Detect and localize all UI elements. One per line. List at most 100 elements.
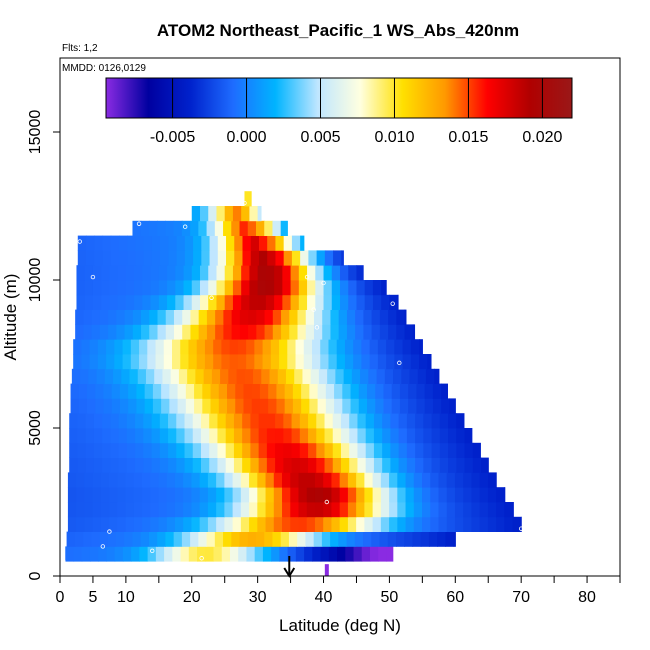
heatmap-cell <box>96 368 106 384</box>
x-tick-label: 20 <box>183 589 201 606</box>
heatmap-cell <box>102 442 111 458</box>
heatmap-cell <box>304 546 313 562</box>
sample-marker <box>136 221 142 226</box>
heatmap-cell <box>487 502 497 518</box>
heatmap-cell <box>308 250 318 266</box>
sample-marker <box>77 239 82 244</box>
heatmap-cell <box>83 324 93 340</box>
heatmap-cell <box>257 502 267 518</box>
heatmap-cell <box>290 472 300 488</box>
heatmap-cell <box>456 442 466 458</box>
heatmap-cell <box>200 457 210 473</box>
heatmap-cell <box>95 383 105 399</box>
heatmap-cell <box>99 531 109 547</box>
heatmap-cell <box>158 280 168 296</box>
heatmap-cell <box>291 250 301 266</box>
heatmap-cell <box>141 309 150 325</box>
heatmap-cell <box>86 235 95 251</box>
heatmap-cell <box>206 220 216 236</box>
heatmap-cell <box>84 294 94 310</box>
heatmap-cell <box>176 250 186 266</box>
heatmap-cell <box>132 531 142 547</box>
heatmap-cell <box>151 442 161 458</box>
heatmap-cell <box>367 398 376 414</box>
heatmap-cell <box>117 516 127 532</box>
heatmap-cell <box>331 502 341 518</box>
heatmap-cell <box>139 339 148 355</box>
heatmap-cell <box>78 383 88 399</box>
x-tick-label: 30 <box>249 589 267 606</box>
heatmap-cell <box>430 487 440 503</box>
heatmap-cell <box>446 502 456 518</box>
sample-marker <box>321 280 326 286</box>
heatmap-cell <box>419 339 423 355</box>
heatmap-cell <box>83 531 92 547</box>
heatmap-cell <box>472 442 481 458</box>
heatmap-cell <box>250 250 260 266</box>
heatmap-cell <box>382 457 391 473</box>
heatmap-cell <box>274 265 283 281</box>
heatmap-cell <box>330 531 339 547</box>
heatmap-cell <box>66 531 76 547</box>
heatmap-cell <box>428 531 438 547</box>
heatmap-cell <box>246 339 255 355</box>
x-tick-label: 60 <box>446 589 464 606</box>
heatmap-cell <box>151 428 161 444</box>
heatmap-cell <box>172 354 181 370</box>
heatmap-cell <box>134 265 143 281</box>
heatmap-cell <box>290 502 300 518</box>
colorbar: -0.005 0.000 0.005 0.010 0.015 0.020 <box>105 77 573 146</box>
heatmap-cell <box>244 368 254 384</box>
heatmap-cell <box>496 487 505 503</box>
heatmap-cell <box>307 280 316 296</box>
sample-marker <box>90 274 96 280</box>
heatmap-cell <box>159 413 169 429</box>
heatmap-cell <box>227 383 236 399</box>
heatmap-cell <box>369 354 379 370</box>
heatmap-cell <box>224 280 234 296</box>
heatmap-cell <box>209 413 219 429</box>
heatmap-cell <box>85 442 95 458</box>
heatmap-cell <box>242 457 251 473</box>
heatmap-cell <box>316 250 326 266</box>
heatmap-cell <box>88 368 98 384</box>
heatmap-cell <box>347 487 357 503</box>
heatmap-cell <box>377 339 387 355</box>
heatmap-cell <box>231 309 241 325</box>
heatmap-cell <box>217 250 227 266</box>
heatmap-cell <box>114 339 124 355</box>
heatmap-cell <box>158 502 168 518</box>
heatmap-cell <box>225 413 235 429</box>
heatmap-cell <box>406 428 416 444</box>
heatmap-cell <box>157 309 167 325</box>
heatmap-cell <box>118 442 128 458</box>
heatmap-cell <box>129 368 139 384</box>
heatmap-cell <box>257 472 267 488</box>
heatmap-cell <box>147 339 157 355</box>
heatmap-cell <box>95 398 105 414</box>
heatmap-cell <box>67 487 77 503</box>
heatmap-cell <box>109 280 119 296</box>
heatmap-cell <box>118 235 128 251</box>
heatmap-cell <box>164 546 173 562</box>
heatmap-cell <box>496 516 505 532</box>
heatmap-cell <box>208 206 218 222</box>
heatmap-cell <box>313 324 323 340</box>
heatmap-cell <box>232 487 242 503</box>
heatmap-cell <box>213 546 223 562</box>
heatmap-cell <box>108 309 117 325</box>
heatmap-cell <box>218 383 228 399</box>
heatmap-cell <box>213 354 223 370</box>
heatmap-cell <box>239 220 249 236</box>
heatmap-cell <box>373 442 383 458</box>
heatmap-cell <box>283 442 293 458</box>
heatmap-cell <box>408 383 418 399</box>
heatmap-cell <box>254 339 264 355</box>
heatmap-cell <box>249 280 259 296</box>
heatmap-cell <box>331 487 341 503</box>
heatmap-cell <box>277 368 287 384</box>
heatmap-cell <box>76 265 86 281</box>
heatmap-cell <box>454 516 464 532</box>
heatmap-cell <box>135 457 144 473</box>
heatmap-cell <box>166 487 176 503</box>
